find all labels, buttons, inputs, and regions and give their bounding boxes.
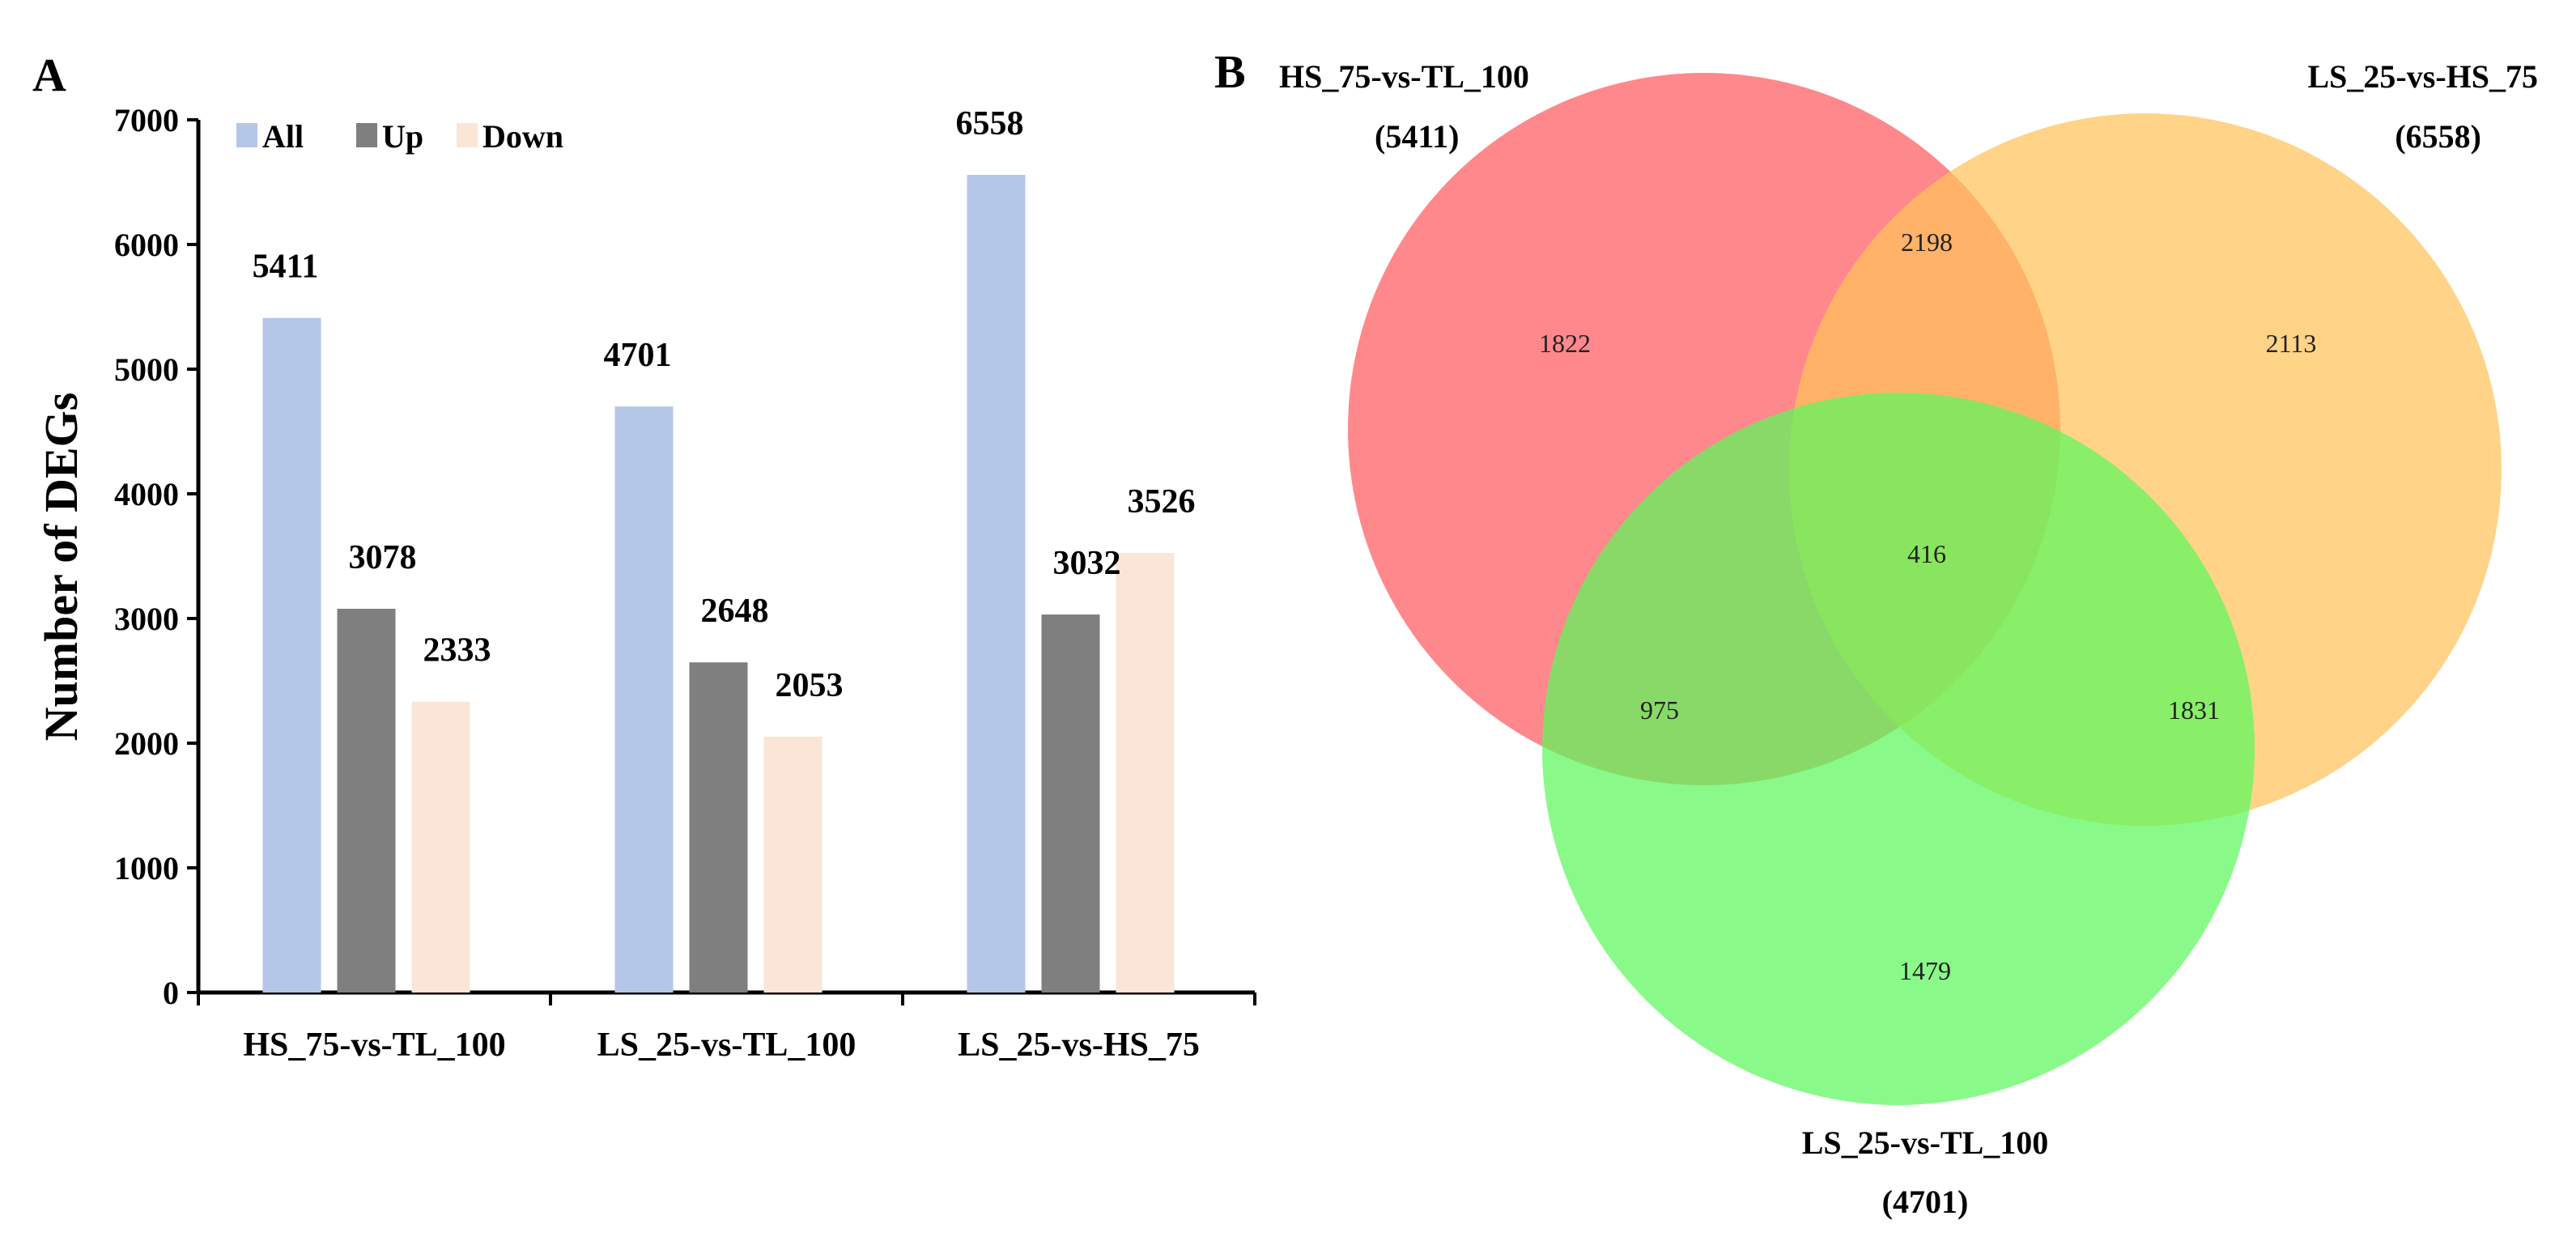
bar-up — [1041, 614, 1100, 993]
data-label: 2333 — [423, 632, 491, 670]
venn-diagram: HS_75-vs-TL_100 (5411) LS_25-vs-HS_75 (6… — [1279, 58, 2538, 1220]
legend-label-up: Up — [382, 118, 423, 155]
data-label: 6558 — [956, 105, 1024, 142]
y-tick-label: 3000 — [114, 601, 179, 637]
venn-set-total-ls25-hs75: (6558) — [2395, 118, 2481, 155]
venn-region-only-ls25-hs75: 2113 — [2266, 329, 2317, 358]
bar-down — [1116, 552, 1175, 993]
venn-set-total-ls25-tl100: (4701) — [1882, 1184, 1969, 1220]
data-label: 2053 — [776, 667, 844, 704]
y-tick-label: 7000 — [114, 102, 179, 138]
data-label: 3032 — [1053, 545, 1121, 582]
legend-swatch-all — [236, 123, 257, 147]
panel-a-label: A — [32, 49, 66, 101]
y-tick-label: 5000 — [114, 351, 179, 388]
bar-all — [967, 175, 1026, 993]
venn-set-name-ls25-hs75: LS_25-vs-HS_75 — [2308, 58, 2539, 95]
y-tick-label: 2000 — [114, 725, 179, 762]
legend-label-all: All — [262, 118, 304, 155]
y-tick-label: 0 — [163, 975, 179, 1011]
panel-b-label: B — [1214, 45, 1246, 98]
x-axis: HS_75-vs-TL_100 LS_25-vs-TL_100 LS_25-vs-H… — [197, 990, 1256, 1064]
legend-label-down: Down — [482, 118, 563, 155]
data-label: 3078 — [349, 539, 417, 576]
venn-region-only-ls25-tl100: 1479 — [1899, 956, 1951, 985]
legend-swatch-down — [457, 123, 478, 147]
y-tick-label: 6000 — [114, 227, 179, 263]
bar-down — [411, 701, 470, 993]
x-category-label: LS_25-vs-HS_75 — [958, 1027, 1200, 1064]
venn-region-hs75-and-ls25-hs75: 2198 — [1901, 227, 1953, 257]
venn-circle-ls25-tl100 — [1542, 393, 2255, 1105]
data-label: 2648 — [701, 593, 769, 630]
venn-region-all-three: 416 — [1907, 539, 1946, 568]
bar-marks — [262, 175, 1175, 993]
venn-set-name-ls25-tl100: LS_25-vs-TL_100 — [1802, 1124, 2049, 1161]
bar-up — [337, 608, 396, 993]
y-axis-title: Number of DEGs — [35, 393, 87, 742]
x-category-label: HS_75-vs-TL_100 — [243, 1027, 505, 1064]
bar-all — [262, 317, 321, 993]
y-axis: 0 1000 2000 3000 4000 5000 6000 7000 — [114, 102, 201, 1011]
data-label: 3526 — [1128, 483, 1196, 521]
legend-swatch-up — [356, 123, 377, 147]
venn-region-ls25-hs75-and-ls25-tl100: 1831 — [2168, 695, 2220, 725]
bar-all — [614, 406, 674, 993]
legend: All Up Down — [236, 118, 563, 155]
venn-region-hs75-and-ls25-tl100: 975 — [1640, 695, 1679, 725]
venn-region-only-hs75-tl100: 1822 — [1539, 329, 1591, 358]
venn-set-name-hs75-tl100: HS_75-vs-TL_100 — [1279, 58, 1529, 95]
data-label: 5411 — [253, 249, 319, 286]
data-label: 4701 — [604, 337, 672, 374]
x-category-label: LS_25-vs-TL_100 — [597, 1027, 857, 1064]
bar-down — [763, 736, 823, 993]
venn-set-total-hs75-tl100: (5411) — [1375, 118, 1459, 155]
y-tick-label: 1000 — [114, 850, 179, 886]
bar-up — [689, 662, 748, 993]
bar-chart: Number of DEGs 0 1000 2000 3000 4000 5000 6000… — [35, 102, 1256, 1064]
y-tick-label: 4000 — [114, 476, 179, 512]
